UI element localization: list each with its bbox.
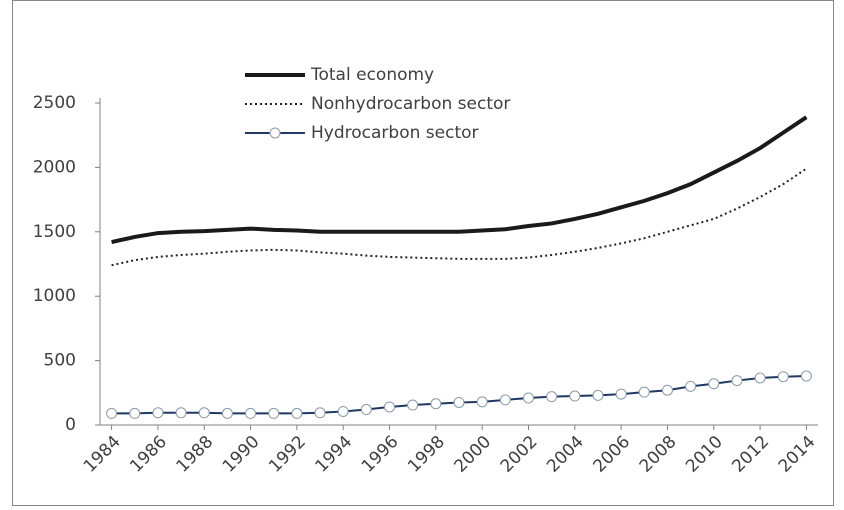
- legend-label: Nonhydrocarbon sector: [311, 94, 510, 114]
- x-tick-label: 1986: [126, 432, 171, 477]
- y-tick-label: 2000: [33, 157, 76, 177]
- y-tick-label: 0: [65, 415, 76, 435]
- point: [129, 407, 141, 419]
- point: [337, 405, 349, 417]
- series-line: [111, 115, 808, 245]
- point: [615, 388, 627, 400]
- x-tick-label: 2014: [775, 432, 820, 477]
- point: [731, 375, 743, 387]
- series-line: [111, 167, 807, 267]
- legend-label: Hydrocarbon sector: [311, 123, 479, 143]
- point: [522, 392, 534, 404]
- point: [106, 407, 118, 419]
- point: [685, 380, 697, 392]
- point: [546, 391, 558, 403]
- legend-marker: [269, 127, 281, 139]
- x-tick-label: 1988: [173, 432, 218, 477]
- point: [777, 371, 789, 383]
- x-tick-label: 1992: [265, 432, 310, 477]
- x-tick-label: 2010: [682, 432, 727, 477]
- legend-label: Total economy: [310, 65, 434, 85]
- point: [453, 396, 465, 408]
- point: [198, 407, 210, 419]
- x-tick-label: 1990: [219, 432, 264, 477]
- x-tick-label: 2008: [636, 432, 681, 477]
- point: [754, 372, 766, 384]
- point: [661, 384, 673, 396]
- x-tick-label: 2000: [450, 432, 495, 477]
- point: [175, 407, 187, 419]
- y-tick-label: 500: [44, 351, 76, 371]
- point: [152, 407, 164, 419]
- x-tick-label: 2006: [589, 432, 634, 477]
- point: [291, 407, 303, 419]
- point: [221, 407, 233, 419]
- x-tick-label: 1984: [80, 432, 125, 477]
- y-tick-label: 2500: [33, 93, 76, 113]
- point: [314, 407, 326, 419]
- point: [499, 394, 511, 406]
- y-tick-label: 1500: [33, 222, 76, 242]
- x-tick-label: 1994: [312, 432, 357, 477]
- point: [360, 404, 372, 416]
- point: [708, 378, 720, 390]
- point: [407, 399, 419, 411]
- x-tick-label: 2002: [497, 432, 542, 477]
- point: [430, 398, 442, 410]
- point: [268, 407, 280, 419]
- point: [245, 407, 257, 419]
- point: [638, 386, 650, 398]
- point: [592, 389, 604, 401]
- x-tick-label: 1998: [404, 432, 449, 477]
- point: [476, 396, 488, 408]
- point: [569, 390, 581, 402]
- x-tick-label: 2012: [728, 432, 773, 477]
- x-tick-label: 1996: [358, 432, 403, 477]
- point: [800, 370, 812, 382]
- point: [384, 401, 396, 413]
- y-tick-label: 1000: [33, 286, 76, 306]
- x-tick-label: 2004: [543, 432, 588, 477]
